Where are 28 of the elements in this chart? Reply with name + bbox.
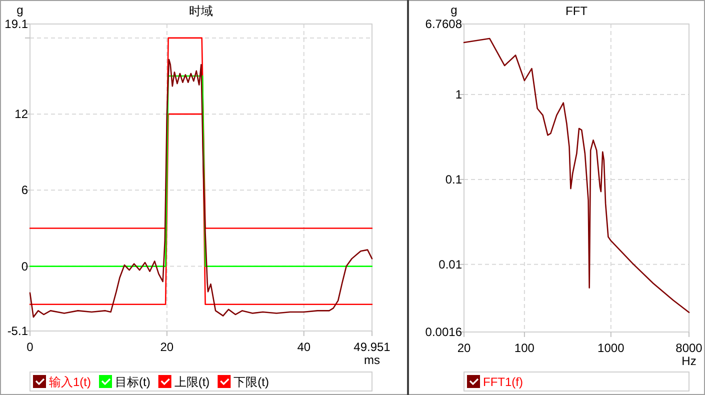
y-tick-label: 6: [21, 183, 28, 198]
y-tick-label: 0.1: [445, 172, 462, 186]
legend-label: 下限(t): [234, 375, 269, 389]
legend-label: 目标(t): [115, 375, 150, 389]
y-tick-label: 6.7608: [425, 17, 462, 31]
y-tick-label: 1: [455, 88, 462, 102]
x-tick-label: 8000: [676, 341, 703, 355]
y-tick-label: 19.1: [4, 17, 28, 31]
y-tick-label: 0.0016: [425, 325, 462, 339]
chart-title: FFT: [566, 4, 588, 18]
y-tick-label: -5.1: [7, 324, 28, 338]
legend-label: 输入1(t): [49, 375, 92, 389]
chart-title: 时域: [189, 4, 213, 18]
y-tick-label: 0: [21, 259, 28, 274]
x-tick-label: 49.951: [354, 340, 391, 354]
y-tick-label: 0.01: [438, 257, 462, 272]
x-tick-label: 40: [297, 340, 311, 354]
y-tick-label: 12: [14, 107, 28, 122]
y-axis-title: g: [16, 3, 24, 17]
legend-label: 上限(t): [174, 375, 210, 389]
x-tick-label: 1000: [598, 341, 625, 355]
x-tick-label: 100: [514, 341, 535, 355]
x-tick-label: 20: [160, 340, 174, 354]
legend-label: FFT1(f): [483, 375, 523, 389]
x-tick-label: 20: [457, 341, 471, 355]
x-axis-title: ms: [364, 353, 380, 367]
y-axis-title: g: [450, 3, 458, 17]
x-axis-title: Hz: [682, 354, 696, 368]
